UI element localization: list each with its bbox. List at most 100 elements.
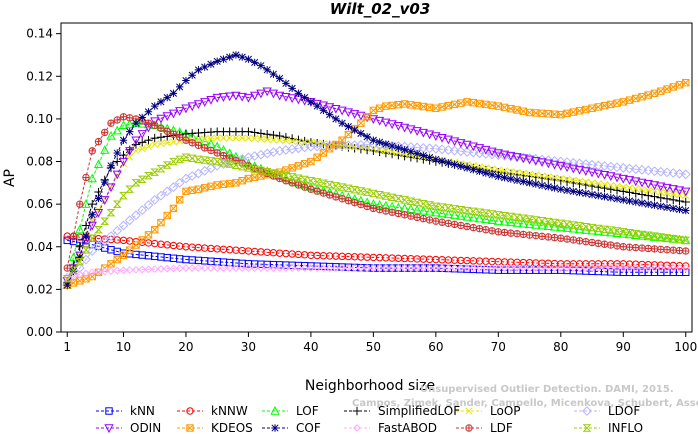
data-point [319,106,328,115]
data-point [457,221,465,230]
legend-label: SimplifiedLOF [378,404,460,418]
marker-part [600,102,609,110]
data-point [562,157,572,168]
data-point [294,135,303,144]
marker-part [526,108,534,117]
marker-part [344,130,352,139]
data-point [257,264,265,272]
marker-part [188,139,196,146]
data-point [113,149,121,157]
data-point [674,168,685,179]
marker-part [176,134,183,141]
marker-part [395,210,402,217]
data-point [506,217,516,227]
data-point [650,201,659,209]
data-point [430,143,441,154]
marker-part [169,204,178,212]
data-point [657,202,665,210]
marker-part [194,185,202,193]
data-point [369,106,378,115]
marker-part [164,128,171,135]
data-point [126,153,134,161]
data-point [457,162,465,170]
data-point [681,236,691,245]
data-point [643,231,653,239]
data-point [494,228,503,236]
data-point [487,215,497,225]
data-point [531,216,541,224]
data-point [176,133,184,141]
data-point [487,147,497,157]
data-point [563,264,571,272]
legend-marker [465,407,473,415]
data-point [344,143,353,152]
x-tick-label: 70 [491,340,506,354]
data-point [332,193,340,201]
x-tick-label: 20 [178,340,193,354]
data-point [282,79,290,88]
data-point [455,146,466,157]
marker-part [401,211,408,218]
marker-part [507,229,515,237]
data-point [325,145,334,153]
data-point [375,264,384,272]
marker-part [182,137,190,144]
data-point [537,158,547,168]
data-point [175,155,185,164]
data-point [106,130,116,140]
marker-part [251,173,259,181]
data-point [225,53,234,61]
data-point [500,174,509,182]
data-point [200,264,209,272]
y-tick-label: 0.06 [26,197,53,211]
data-point [638,244,646,252]
marker-part [163,211,171,220]
data-point [431,207,441,217]
data-point [318,101,329,111]
data-point [169,157,178,166]
data-point [449,137,460,147]
data-point [532,171,540,179]
data-point [468,142,478,152]
marker-part [644,91,652,99]
data-point [425,264,434,272]
marker-part [307,186,315,193]
data-point [357,129,365,138]
data-point [412,127,422,136]
data-point [119,191,128,200]
marker-part [388,101,396,109]
x-tick-label: 10 [116,340,131,354]
data-point [262,168,272,176]
marker-part [663,85,671,93]
data-point [632,243,640,252]
data-point [638,93,646,101]
data-point [94,267,103,276]
data-point [431,264,440,272]
data-point [288,264,297,272]
data-point [469,223,478,232]
data-point [575,222,584,230]
data-point [269,169,278,177]
marker-part [319,149,328,157]
marker-part [482,100,490,108]
data-point [669,190,677,198]
data-point [444,219,453,228]
data-point [669,264,678,272]
data-point [81,199,91,208]
data-point [488,264,496,272]
data-point [568,157,579,168]
data-point [668,234,678,243]
marker-part [188,186,196,194]
data-point [176,83,184,91]
data-point [493,216,503,225]
data-point [512,213,522,222]
data-point [499,216,510,226]
data-point [474,148,485,159]
marker-part [519,107,527,115]
data-point [606,185,615,194]
legend-item-cof: COF [262,421,321,434]
data-point [525,231,534,239]
legend-marker [270,405,280,415]
data-point [632,185,640,193]
marker-part [682,78,690,87]
